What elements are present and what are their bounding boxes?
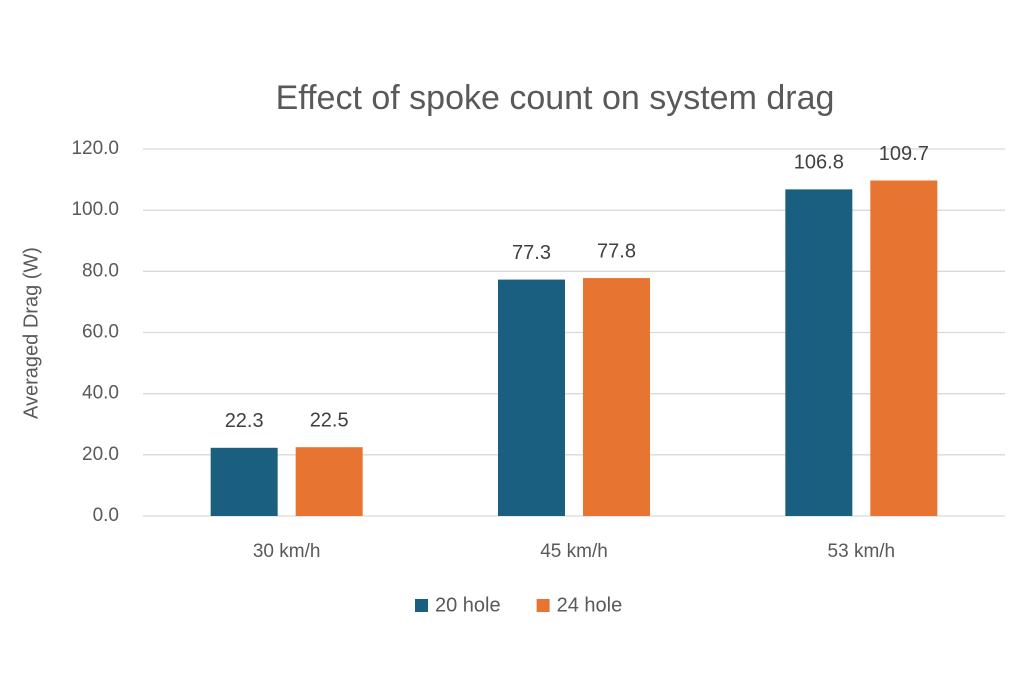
data-label: 77.3	[512, 242, 551, 264]
bar	[785, 189, 853, 516]
legend-swatch	[536, 599, 550, 612]
bar	[870, 180, 938, 516]
legend-label: 24 hole	[557, 594, 623, 616]
y-tick-label: 20.0	[82, 444, 119, 465]
y-tick-label: 80.0	[82, 260, 119, 281]
x-tick-label: 53 km/h	[828, 541, 896, 562]
bar	[498, 279, 565, 516]
data-label: 22.3	[225, 410, 264, 432]
x-tick-label: 45 km/h	[540, 541, 608, 562]
data-label: 22.5	[310, 409, 349, 431]
data-label: 106.8	[794, 152, 844, 174]
y-tick-label: 40.0	[82, 383, 119, 404]
bar	[210, 447, 278, 516]
x-tick-label: 30 km/h	[253, 541, 321, 562]
y-axis-label: Averaged Drag (W)	[20, 247, 42, 419]
legend-label: 20 hole	[435, 594, 501, 616]
bar	[583, 278, 650, 516]
data-label: 77.8	[597, 240, 636, 262]
y-tick-label: 120.0	[71, 138, 119, 159]
y-tick-label: 100.0	[71, 199, 119, 220]
bar	[295, 447, 363, 516]
y-tick-label: 60.0	[82, 322, 119, 343]
y-tick-label: 0.0	[93, 505, 119, 526]
legend-swatch	[415, 599, 428, 612]
chart-title: Effect of spoke count on system drag	[276, 79, 835, 117]
data-label: 109.7	[879, 143, 929, 165]
